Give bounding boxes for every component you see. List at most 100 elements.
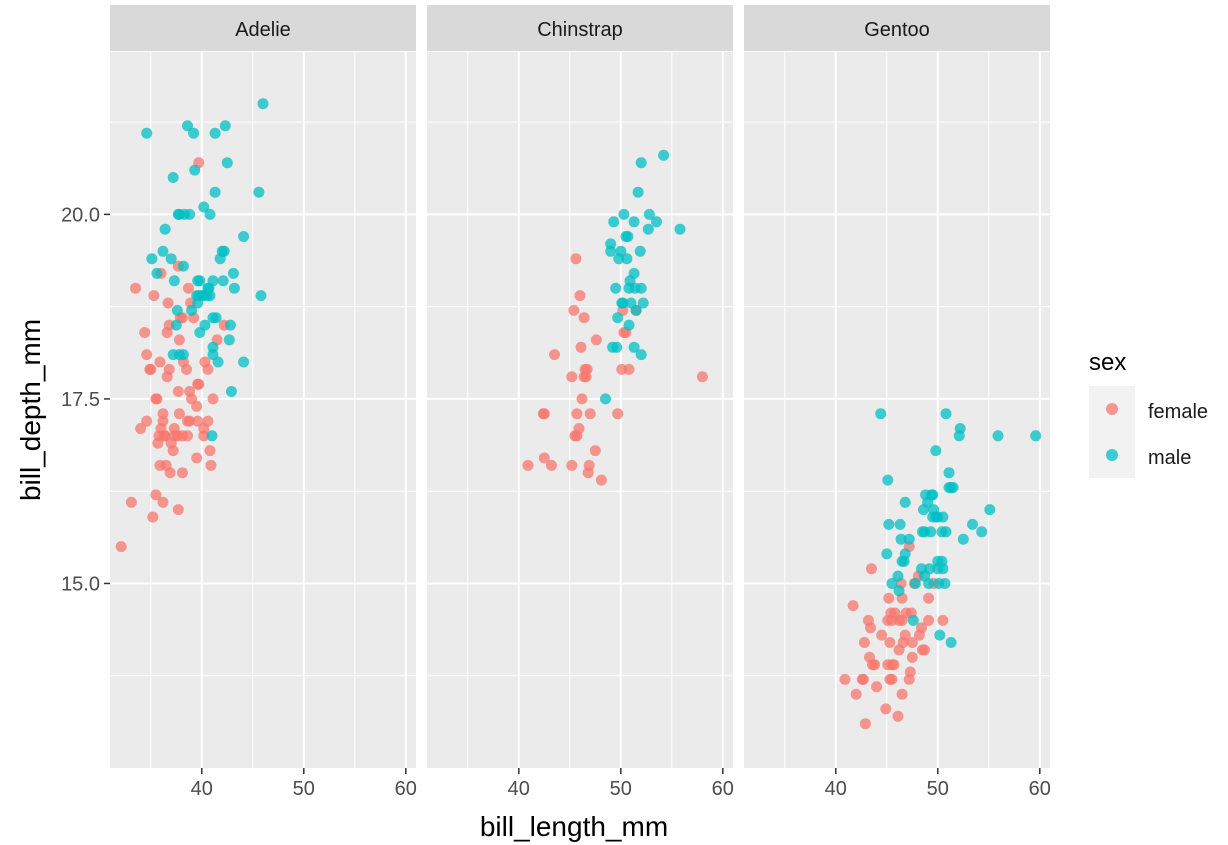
data-point-male bbox=[893, 585, 905, 597]
data-point-male bbox=[628, 267, 640, 279]
data-point-female bbox=[859, 718, 871, 730]
data-point-male bbox=[206, 430, 218, 442]
y-tick-label: 20.0 bbox=[61, 204, 100, 226]
facet-strip-label: Chinstrap bbox=[537, 19, 623, 41]
data-point-female bbox=[839, 673, 851, 685]
facet-strip bbox=[110, 5, 416, 51]
data-point-male bbox=[923, 578, 935, 589]
data-point-female bbox=[145, 363, 157, 375]
data-point-male bbox=[927, 489, 939, 501]
data-point-female bbox=[589, 445, 601, 457]
data-point-male bbox=[903, 533, 915, 545]
data-point-female bbox=[522, 459, 534, 471]
data-point-female bbox=[176, 467, 188, 479]
data-point-female bbox=[888, 659, 900, 671]
data-point-male bbox=[947, 482, 959, 493]
data-point-male bbox=[618, 208, 630, 220]
data-point-female bbox=[151, 393, 163, 405]
data-point-male bbox=[940, 408, 952, 420]
data-point-female bbox=[919, 644, 930, 656]
data-point-male bbox=[674, 223, 686, 235]
y-tick-label: 17.5 bbox=[61, 389, 100, 411]
data-point-male bbox=[984, 504, 996, 516]
data-point-female bbox=[571, 408, 583, 420]
legend-label-female: female bbox=[1148, 401, 1208, 423]
data-point-male bbox=[194, 275, 206, 287]
data-point-female bbox=[857, 673, 869, 685]
data-point-female bbox=[904, 666, 916, 678]
data-point-male bbox=[892, 570, 904, 582]
data-point-male bbox=[238, 356, 250, 368]
data-point-female bbox=[858, 637, 870, 648]
data-point-female bbox=[576, 393, 588, 405]
data-point-female bbox=[595, 474, 607, 486]
data-point-male bbox=[886, 578, 898, 589]
data-point-female bbox=[581, 363, 593, 375]
x-tick-label: 40 bbox=[191, 778, 213, 800]
data-point-female bbox=[871, 681, 883, 693]
data-point-male bbox=[924, 563, 936, 575]
legend-dot-male bbox=[1106, 449, 1118, 461]
data-point-male bbox=[182, 120, 193, 132]
data-point-female bbox=[172, 386, 184, 397]
y-axis-title: bill_depth_mm bbox=[15, 319, 46, 501]
data-point-male bbox=[141, 127, 153, 139]
data-point-male bbox=[621, 253, 633, 265]
data-point-female bbox=[545, 459, 557, 471]
data-point-male bbox=[612, 312, 624, 324]
data-point-female bbox=[865, 622, 876, 634]
facet-strip-label: Gentoo bbox=[864, 19, 930, 41]
data-point-female bbox=[884, 637, 896, 648]
data-point-female bbox=[205, 459, 217, 471]
facet-strip bbox=[744, 5, 1050, 51]
facet-panel-gentoo: Gentoo 40 50 60 bbox=[744, 5, 1051, 800]
data-point-male bbox=[605, 238, 617, 250]
data-point-male bbox=[159, 223, 171, 235]
y-tick-label: 15.0 bbox=[61, 573, 100, 595]
data-point-male bbox=[628, 216, 640, 228]
data-point-female bbox=[183, 282, 194, 294]
data-point-female bbox=[150, 489, 162, 501]
data-point-male bbox=[940, 526, 952, 538]
data-point-female bbox=[173, 334, 185, 346]
data-point-male bbox=[635, 282, 647, 294]
data-point-male bbox=[635, 349, 647, 361]
data-point-female bbox=[154, 356, 166, 368]
data-point-male bbox=[184, 208, 196, 220]
data-point-female bbox=[162, 297, 174, 309]
legend: sex female male bbox=[1089, 349, 1208, 478]
data-point-female bbox=[570, 253, 582, 265]
x-tick-label: 50 bbox=[293, 778, 315, 800]
data-point-female bbox=[204, 445, 216, 457]
data-point-female bbox=[173, 408, 185, 420]
data-point-female bbox=[584, 408, 596, 420]
data-point-female bbox=[850, 688, 862, 700]
data-point-female bbox=[583, 459, 595, 471]
data-point-female bbox=[847, 600, 859, 612]
data-point-male bbox=[157, 245, 169, 257]
data-point-male bbox=[637, 297, 649, 309]
data-point-male bbox=[217, 275, 229, 287]
data-point-female bbox=[575, 341, 587, 353]
data-point-male bbox=[600, 393, 611, 405]
data-point-male bbox=[934, 629, 946, 641]
data-point-male bbox=[909, 578, 921, 589]
data-point-male bbox=[212, 356, 224, 368]
data-point-male bbox=[228, 282, 240, 294]
data-point-female bbox=[202, 363, 214, 375]
data-point-male bbox=[210, 312, 222, 324]
data-point-female bbox=[130, 282, 141, 294]
legend-dot-female bbox=[1106, 403, 1118, 415]
data-point-female bbox=[182, 430, 193, 442]
data-point-female bbox=[135, 423, 147, 434]
data-point-male bbox=[165, 253, 177, 265]
data-point-male bbox=[225, 386, 237, 397]
data-point-male bbox=[628, 341, 640, 353]
data-point-male bbox=[224, 319, 236, 331]
data-point-male bbox=[146, 253, 158, 265]
data-point-male bbox=[204, 208, 216, 220]
data-point-male bbox=[219, 120, 231, 132]
x-tick-label: 50 bbox=[927, 778, 949, 800]
data-point-male bbox=[882, 474, 894, 486]
